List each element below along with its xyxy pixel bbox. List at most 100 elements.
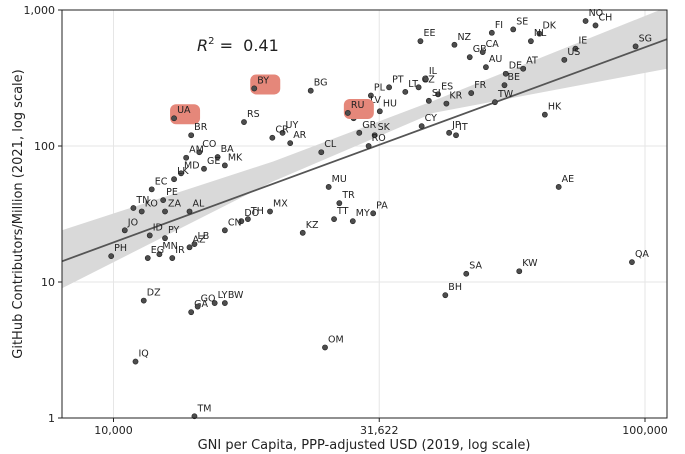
data-point — [146, 232, 153, 239]
data-point — [162, 235, 168, 242]
point-label: CR — [275, 125, 289, 136]
point-label: DO — [244, 208, 259, 219]
point-cr: CR — [269, 125, 289, 141]
point-pl: PL — [368, 83, 386, 99]
data-point — [211, 300, 218, 306]
data-point — [188, 132, 195, 139]
point-py: PY — [162, 225, 180, 242]
data-point — [169, 255, 176, 261]
data-point — [386, 84, 392, 91]
point-label: DK — [542, 21, 556, 32]
data-point — [632, 43, 639, 50]
point-label: AL — [193, 198, 205, 209]
highlight-box — [343, 98, 374, 119]
point-my: MY — [349, 208, 370, 225]
point-label: QA — [635, 249, 649, 260]
point-label: UA — [177, 105, 191, 116]
point-mu: MU — [325, 174, 347, 190]
point-label: RO — [372, 133, 386, 144]
point-label: MN — [162, 241, 177, 252]
data-point — [442, 292, 449, 299]
point-label: GR — [362, 120, 376, 131]
point-label: LY — [218, 290, 228, 301]
point-label: IR — [175, 245, 185, 256]
data-point — [287, 140, 294, 147]
point-pe: PE — [160, 187, 178, 204]
point-id: ID — [146, 222, 163, 239]
point-label: AT — [526, 56, 538, 67]
point-mk: MK — [221, 152, 243, 169]
point-label: SE — [516, 16, 528, 27]
point-label: LB — [197, 231, 209, 242]
point-label: GB — [473, 44, 487, 55]
ticks-layer: 10,000 31,622 100,000 1 10 100 1,000 — [24, 4, 668, 437]
data-point — [336, 200, 343, 207]
y-tick-label: 1,000 — [24, 4, 56, 17]
point-tr: TR — [336, 190, 355, 207]
data-point — [502, 70, 509, 77]
point-au: AU — [483, 54, 502, 71]
point-label: IL — [429, 66, 438, 77]
data-point — [121, 227, 128, 234]
point-ko: KO — [138, 198, 158, 215]
point-ly: LY — [211, 290, 228, 306]
point-label: CY — [425, 113, 437, 124]
point-az: AZ — [186, 234, 206, 251]
data-point — [483, 64, 489, 71]
point-kw: KW — [516, 258, 538, 275]
data-point — [201, 165, 207, 172]
data-point — [325, 184, 332, 190]
point-label: IT — [459, 122, 468, 133]
data-point — [171, 176, 177, 183]
point-label: HK — [548, 102, 562, 113]
point-qa: QA — [629, 249, 649, 266]
point-br: BR — [188, 122, 208, 139]
point-co: CO — [196, 139, 216, 156]
point-label: ZA — [168, 198, 182, 209]
point-cz: CZ — [415, 74, 435, 91]
point-label: KR — [449, 91, 462, 102]
data-point — [629, 259, 635, 266]
point-pt: PT — [386, 74, 404, 91]
data-point — [536, 30, 543, 37]
point-label: BE — [507, 72, 520, 83]
point-label: KW — [522, 258, 538, 269]
point-label: EG — [151, 245, 164, 256]
point-ae: AE — [555, 174, 574, 190]
point-lb: LB — [191, 231, 209, 247]
point-label: TN — [135, 195, 149, 206]
data-point — [422, 76, 429, 83]
data-point — [501, 82, 508, 89]
point-label: IQ — [139, 349, 149, 360]
point-za: ZA — [162, 198, 182, 215]
data-point — [417, 38, 424, 45]
point-label: PT — [392, 74, 404, 85]
point-tt: TT — [331, 206, 349, 223]
point-label: IE — [578, 36, 587, 47]
point-ph: PH — [108, 243, 127, 260]
plot-frame — [61, 9, 668, 419]
point-label: BH — [448, 282, 462, 293]
point-label: EE — [423, 28, 435, 39]
point-cy: CY — [418, 113, 437, 130]
data-point — [221, 227, 228, 234]
point-uy: UY — [279, 120, 299, 136]
point-hk: HK — [541, 102, 562, 118]
x-tick-label: 31,622 — [360, 424, 399, 437]
y-tick-label: 1 — [48, 412, 55, 425]
point-tw: TW — [492, 89, 514, 106]
point-label: MY — [356, 208, 370, 219]
x-tick-label: 100,000 — [622, 424, 668, 437]
point-label: KO — [145, 198, 158, 209]
data-point — [468, 90, 475, 96]
point-jp: JP — [446, 120, 461, 136]
point-hu: HU — [376, 98, 397, 115]
point-label: BA — [221, 144, 235, 155]
data-point — [368, 92, 374, 99]
point-gq: GQ — [194, 294, 216, 310]
point-it: IT — [453, 122, 468, 139]
point-label: AM — [189, 145, 204, 156]
data-point — [463, 270, 470, 277]
data-point — [267, 208, 273, 215]
point-nz: NZ — [451, 32, 472, 48]
